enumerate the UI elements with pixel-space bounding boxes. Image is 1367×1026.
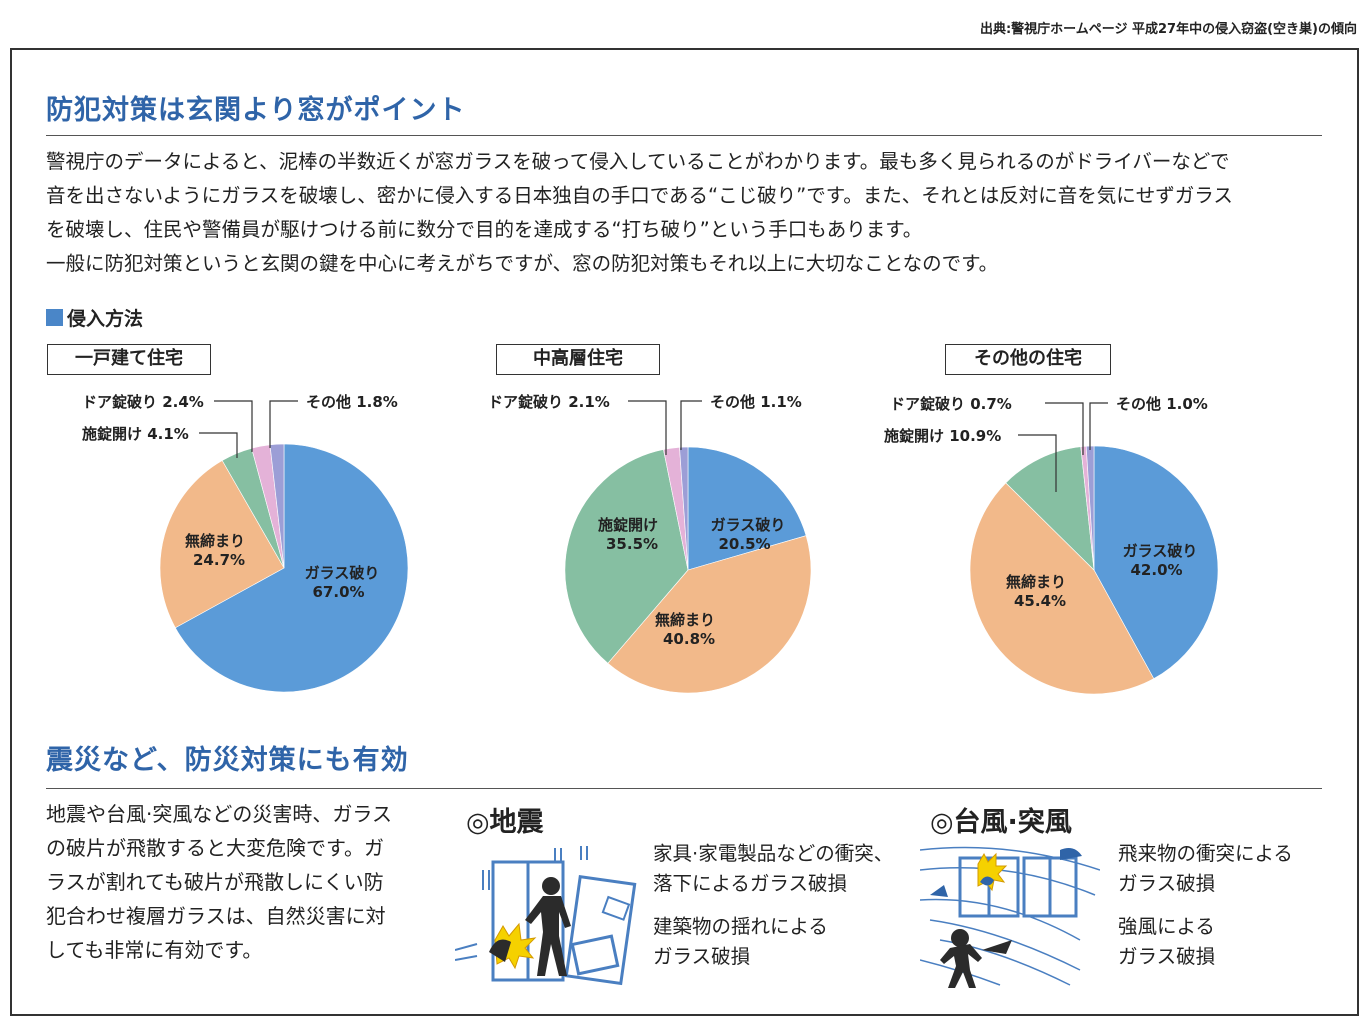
typhoon-note1: 飛来物の衝突による ガラス破損 — [1118, 839, 1293, 899]
pie2-title: 中高層住宅 — [496, 344, 660, 375]
disaster-line: 犯合わせ複層ガラスは、自然災害に対 — [46, 904, 386, 928]
note-line: 家具·家電製品などの衝突、 — [653, 842, 894, 865]
note-line: 建築物の揺れによる — [653, 915, 828, 938]
pie-slice — [174, 443, 409, 693]
disaster-line: しても非常に有効です。 — [46, 938, 263, 962]
pie-slice — [687, 446, 807, 571]
leader-line — [1045, 402, 1084, 455]
disaster-paragraph: 地震や台風·突風などの災害時、ガラス の破片が飛散すると大変危険です。ガ ラスが… — [46, 797, 426, 967]
slice-value: 45.4% — [1014, 592, 1066, 610]
earthquake-note2: 建築物の揺れによる ガラス破損 — [653, 912, 828, 972]
intro-line: 警視庁のデータによると、泥棒の半数近くが窓ガラスを破って侵入していることがわかり… — [46, 150, 1230, 173]
pie-chart-2 — [564, 400, 812, 694]
earthquake-note1: 家具·家電製品などの衝突、 落下によるガラス破損 — [653, 839, 893, 899]
lamp-shape — [489, 939, 511, 962]
umbrella-shape — [1060, 848, 1082, 860]
section2-title: 震災など、防災対策にも有効 — [46, 745, 409, 776]
tv-shape — [570, 934, 620, 976]
leader-line — [1018, 434, 1057, 492]
slice-value: 35.5% — [606, 535, 658, 553]
slice-callout-label: ドア錠破り 2.4% — [82, 393, 204, 411]
slice-label: ガラス破り — [305, 564, 380, 582]
note-line: ガラス破損 — [1118, 872, 1216, 895]
pie1-title: 一戸建て住宅 — [47, 344, 211, 375]
note-line: 落下によるガラス破損 — [653, 872, 848, 895]
leader-line — [1089, 402, 1108, 450]
chart-heading-marker — [46, 309, 63, 326]
pie-slice — [1005, 446, 1095, 571]
chart-heading: 侵入方法 — [46, 304, 143, 331]
pie-slice — [159, 460, 285, 629]
leader-line — [199, 432, 238, 458]
section2-rule — [46, 788, 1322, 789]
earthquake-illustration — [455, 846, 637, 986]
slice-callout-label: ドア錠破り 2.1% — [488, 393, 610, 411]
slice-callout-label: その他 1.1% — [710, 393, 802, 411]
typhoon-title: ◎台風·突風 — [930, 807, 1072, 838]
pie-chart-3 — [969, 402, 1219, 695]
slice-callout-label: ドア錠破り 0.7% — [890, 395, 1012, 413]
intro-line: 一般に防犯対策というと玄関の鍵を中心に考えがちですが、窓の防犯対策もそれ以上に大… — [46, 252, 999, 275]
slice-label: 無締まり — [1006, 573, 1066, 591]
note-line: ガラス破損 — [1118, 945, 1216, 968]
slice-callout-label: 施錠開け 10.9% — [884, 427, 1001, 445]
slice-label: 無締まり — [185, 532, 245, 550]
slice-label: ガラス破り — [1123, 542, 1198, 560]
disaster-line: ラスが割れても破片が飛散しにくい防 — [46, 870, 384, 894]
pie-slice — [1093, 445, 1219, 680]
disaster-line: の破片が飛散すると大変危険です。ガ — [46, 836, 384, 860]
cabinet-shape — [564, 875, 637, 986]
intro-line: 音を出さないようにガラスを破壊し、密かに侵入する日本独自の手口である“こじ破り”… — [46, 184, 1233, 207]
disaster-line: 地震や台風·突風などの災害時、ガラス — [46, 802, 392, 826]
pie-slice — [679, 446, 689, 571]
slice-value: 42.0% — [1131, 561, 1183, 579]
leader-line — [680, 400, 702, 450]
intro-line: を破壊し、住民や警備員が駆けつける前に数分で目的を達成する“打ち破り”という手口… — [46, 218, 923, 241]
pie-slice — [607, 535, 812, 694]
intro-paragraph: 警視庁のデータによると、泥棒の半数近くが窓ガラスを破って侵入していることがわかり… — [46, 145, 1332, 281]
slice-label: ガラス破り — [711, 516, 786, 534]
slice-value: 67.0% — [313, 583, 365, 601]
slice-value: 20.5% — [719, 535, 771, 553]
note-line: 強風による — [1118, 915, 1215, 938]
typhoon-note2: 強風による ガラス破損 — [1118, 912, 1215, 972]
chart-heading-label: 侵入方法 — [67, 308, 144, 330]
content-frame — [10, 48, 1359, 1016]
person-silhouette — [525, 877, 571, 976]
slice-value: 24.7% — [193, 551, 245, 569]
section1-rule — [46, 135, 1322, 136]
leader-line — [269, 400, 298, 448]
leader-line — [214, 400, 253, 452]
slice-callout-label: その他 1.8% — [306, 393, 398, 411]
person-in-wind-silhouette — [940, 929, 1012, 988]
slice-label: 無締まり — [655, 611, 715, 629]
pie3-title: その他の住宅 — [945, 344, 1111, 375]
note-line: ガラス破損 — [653, 945, 751, 968]
pie-slice — [969, 482, 1155, 695]
slice-callout-label: 施錠開け 4.1% — [82, 425, 189, 443]
watering-can-shape — [980, 876, 994, 886]
leader-line — [628, 400, 667, 455]
slice-callout-label: その他 1.0% — [1116, 395, 1208, 413]
pie-chart-1 — [159, 400, 409, 693]
slice-label: 施錠開け — [598, 516, 658, 534]
earthquake-title: ◎地震 — [466, 807, 544, 838]
typhoon-illustration — [920, 846, 1100, 988]
slice-value: 40.8% — [663, 630, 715, 648]
source-credit: 出典:警視庁ホームページ 平成27年中の侵入窃盗(空き巣)の傾向 — [979, 22, 1357, 37]
pie-slice — [564, 449, 689, 664]
section1-title: 防犯対策は玄関より窓がポイント — [46, 95, 466, 126]
note-line: 飛来物の衝突による — [1118, 842, 1293, 865]
